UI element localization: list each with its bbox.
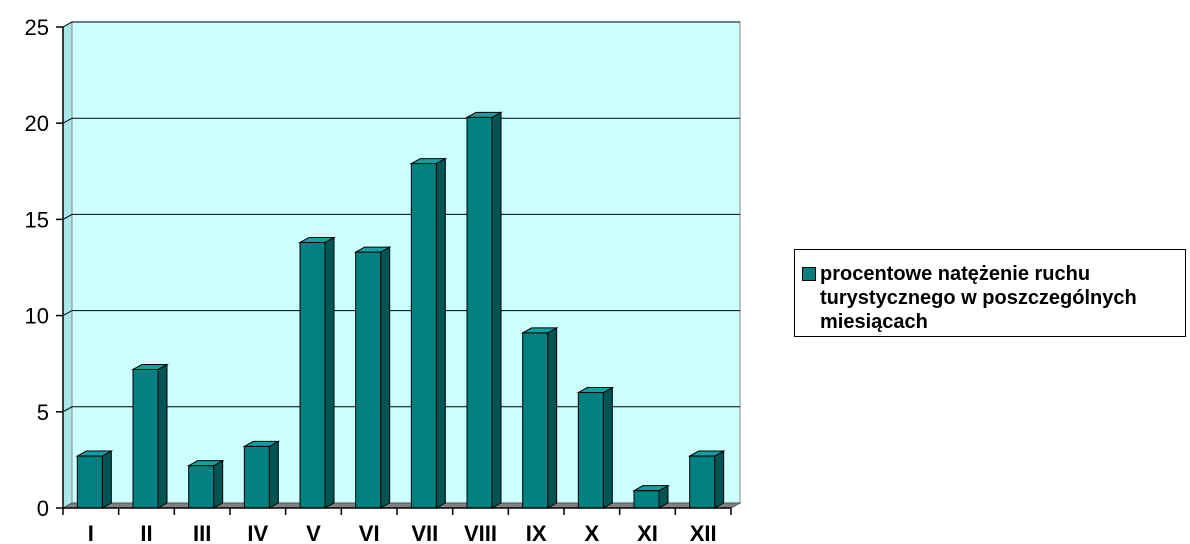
bar — [131, 363, 169, 509]
legend: procentowe natężenie ruchu turystycznego… — [794, 249, 1186, 337]
bar-front — [188, 465, 215, 509]
bar-side — [380, 246, 391, 509]
bar — [242, 440, 281, 509]
bar — [632, 484, 670, 509]
bar-side — [157, 363, 168, 509]
x-tick-label: VIII — [464, 521, 497, 544]
x-tick-label: IV — [247, 521, 268, 544]
axes — [56, 26, 732, 515]
gridline — [62, 406, 740, 413]
bar-side — [101, 450, 112, 509]
legend-label: procentowe natężenie ruchu turystycznego… — [820, 263, 1137, 333]
x-tick-label: III — [193, 521, 211, 544]
x-tick-label: VII — [411, 521, 438, 544]
bar — [520, 327, 559, 509]
gridline — [62, 310, 740, 317]
x-tick-label: II — [140, 521, 152, 544]
bar — [75, 450, 114, 509]
y-axis-tick-labels: 0 5 10 15 20 25 — [25, 15, 49, 521]
bar — [409, 157, 448, 509]
bar-side — [547, 327, 558, 509]
bar-side — [213, 459, 224, 509]
bar-front — [577, 392, 604, 509]
bar-front — [76, 455, 103, 509]
y-tick-label: 15 — [25, 207, 49, 232]
gridline — [62, 117, 740, 124]
y-tick-label: 20 — [25, 111, 49, 136]
x-tick-label: XI — [637, 521, 658, 544]
x-tick-label: IX — [526, 521, 547, 544]
bar-side — [324, 236, 335, 509]
legend-swatch — [802, 267, 816, 281]
bar-front — [355, 251, 382, 509]
bar-front — [410, 163, 437, 509]
bar — [687, 450, 726, 509]
bars — [75, 111, 726, 509]
x-tick-label: I — [88, 521, 94, 544]
bar-front — [132, 368, 159, 509]
bar — [298, 236, 336, 509]
gridlines — [62, 21, 740, 413]
bar-side — [491, 111, 502, 509]
bar-front — [466, 116, 493, 509]
bar-front — [522, 332, 549, 509]
x-axis-tick-labels: I II III IV V VI VII VIII IX X XI XII — [88, 521, 717, 544]
y-tick-label: 25 — [25, 15, 49, 40]
y-tick-label: 0 — [37, 496, 49, 521]
bar-front — [243, 445, 270, 509]
bar — [353, 246, 392, 509]
bar-side — [435, 157, 446, 509]
bar-side — [714, 450, 725, 509]
plot-side-wall — [62, 21, 73, 509]
gridline — [62, 213, 740, 220]
y-tick-label: 10 — [25, 304, 49, 329]
x-tick-label: V — [306, 521, 321, 544]
x-tick-label: X — [584, 521, 599, 544]
gridline — [62, 21, 740, 28]
bar-front — [689, 455, 716, 509]
plot-back-wall — [71, 21, 741, 504]
x-tick-label: XII — [690, 521, 717, 544]
x-tick-label: VI — [359, 521, 380, 544]
bar — [576, 386, 615, 509]
bar-front — [299, 241, 326, 509]
y-tick-label: 5 — [37, 400, 49, 425]
bar — [186, 459, 225, 509]
bar-front — [633, 490, 660, 509]
bar — [465, 111, 503, 509]
bar-side — [602, 386, 613, 509]
bar-side — [268, 440, 279, 509]
